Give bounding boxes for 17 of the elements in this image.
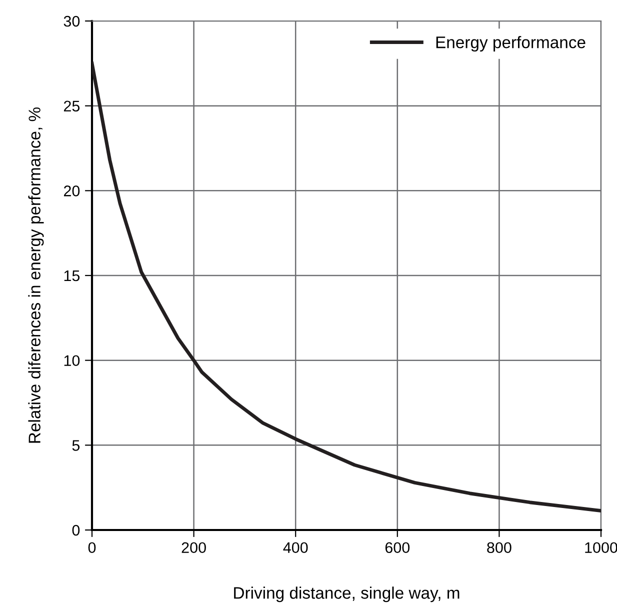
x-tick-label: 200 [182,542,206,554]
x-tick-label: 600 [385,542,410,554]
x-axis-title: Driving distance, single way, m [234,586,460,602]
y-axis-title: Relative diferences in energy performance, % [28,107,44,443]
x-tick-label: 1000 [585,542,617,554]
y-tick-label: 15 [64,270,80,282]
y-tick-label: 10 [64,355,80,366]
x-tick-label: 800 [487,542,512,554]
legend-label: Energy performance [436,36,586,52]
y-tick-label: 25 [64,100,80,112]
y-tick-label: 5 [72,440,80,451]
y-tick-label: 30 [64,16,80,27]
y-tick-label: 0 [72,524,80,536]
line-series [92,62,601,512]
x-tick-label: 0 [88,542,96,554]
y-tick-label: 20 [64,186,80,196]
x-tick-label: 400 [283,542,308,554]
